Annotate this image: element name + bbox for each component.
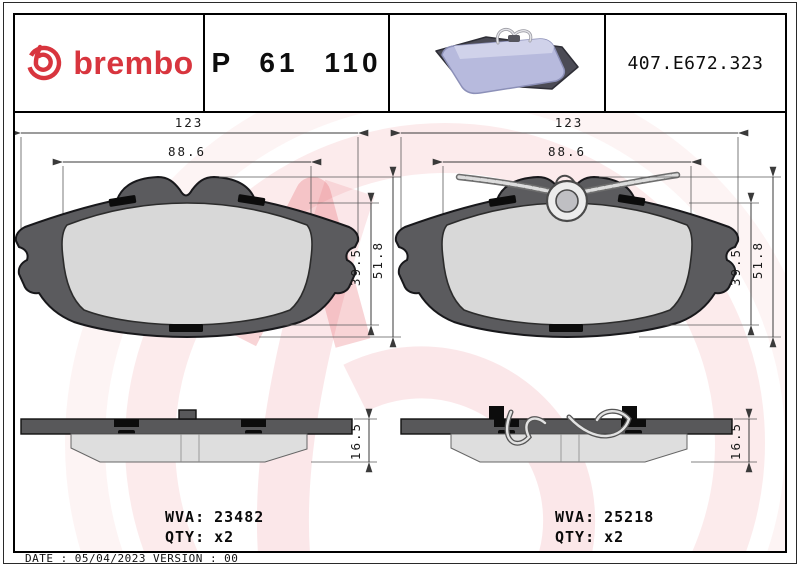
- spring-clip-side: [504, 408, 632, 446]
- drawing-area: 123 88.6: [15, 113, 785, 551]
- date-label: DATE :: [25, 552, 68, 565]
- friction-material-front-left: [61, 202, 313, 326]
- svg-text:123: 123: [175, 115, 204, 130]
- drawing-left: 123 88.6: [15, 115, 401, 473]
- dim-pad-width-right: 88.6: [432, 144, 702, 219]
- abutment-clip: [169, 324, 203, 332]
- svg-text:16.5: 16.5: [728, 422, 743, 460]
- part-number-cell: P 61 110: [205, 15, 390, 111]
- wva-label: WVA:: [555, 508, 596, 526]
- version-label: VERSION :: [152, 552, 218, 565]
- side-view-left: [20, 409, 353, 463]
- abutment-clip: [108, 195, 137, 207]
- abutment-clip: [488, 195, 517, 207]
- reference-code: 407.E672.323: [627, 52, 764, 74]
- dim-pad-height-right: 39.5: [664, 192, 759, 336]
- content-box: brembo P 61 110: [13, 13, 787, 553]
- svg-text:16.5: 16.5: [348, 422, 363, 460]
- page-border: [3, 2, 797, 564]
- svg-text:39.5: 39.5: [348, 248, 363, 286]
- brembo-logo-icon: [24, 42, 64, 84]
- date-value: 05/04/2023: [74, 552, 146, 565]
- dim-pad-width-left: 88.6: [52, 144, 322, 219]
- wva-value: 23482: [214, 508, 265, 526]
- brand-cell: brembo: [15, 15, 205, 111]
- abutment-clip: [549, 324, 583, 332]
- dim-total-width-right: 123: [390, 115, 749, 237]
- qty-label: QTY:: [555, 528, 596, 546]
- svg-text:51.8: 51.8: [370, 241, 385, 279]
- qty-value: x2: [214, 528, 235, 546]
- pad-spec-left: WVA: 23482 QTY: x2: [165, 507, 264, 547]
- dim-total-width-left: 123: [15, 115, 369, 237]
- abutment-clip: [617, 194, 646, 206]
- version-value: 00: [224, 552, 239, 565]
- header-row: brembo P 61 110: [15, 15, 785, 113]
- svg-text:39.5: 39.5: [728, 248, 743, 286]
- abutment-clip: [237, 194, 266, 206]
- svg-text:88.6: 88.6: [168, 144, 206, 159]
- technical-drawings: 123 88.6: [15, 115, 781, 473]
- dim-thickness-left: 16.5: [311, 408, 377, 473]
- svg-text:123: 123: [555, 115, 584, 130]
- reference-code-cell: 407.E672.323: [606, 15, 785, 111]
- footer-line: DATE : 05/04/2023 VERSION : 00: [25, 552, 245, 565]
- brake-pad-product-image: [402, 21, 592, 105]
- drawing-right: 123 88.6: [390, 115, 781, 473]
- qty-label: QTY:: [165, 528, 206, 546]
- brand-wordmark: brembo: [73, 45, 194, 81]
- side-view-right: [400, 406, 733, 463]
- part-number: P 61 110: [211, 47, 382, 78]
- wva-label: WVA:: [165, 508, 206, 526]
- dim-thickness-right: 16.5: [691, 408, 757, 473]
- svg-text:51.8: 51.8: [750, 241, 765, 279]
- wva-value: 25218: [604, 508, 655, 526]
- qty-value: x2: [604, 528, 625, 546]
- pad-spec-right: WVA: 25218 QTY: x2: [555, 507, 654, 547]
- product-image-cell: [390, 15, 606, 111]
- dim-pad-height-left: 39.5: [284, 192, 379, 336]
- svg-text:88.6: 88.6: [548, 144, 586, 159]
